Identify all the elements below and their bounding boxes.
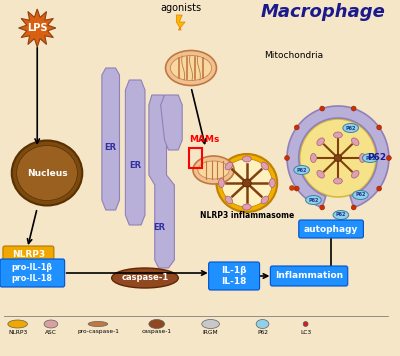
- Ellipse shape: [202, 319, 220, 329]
- Ellipse shape: [334, 132, 342, 138]
- Ellipse shape: [334, 178, 342, 184]
- Text: pro-caspase-1: pro-caspase-1: [77, 330, 119, 335]
- Ellipse shape: [221, 159, 272, 207]
- Ellipse shape: [170, 56, 212, 80]
- Ellipse shape: [320, 106, 325, 111]
- Ellipse shape: [17, 146, 77, 200]
- Ellipse shape: [88, 321, 108, 326]
- Ellipse shape: [198, 161, 229, 179]
- Ellipse shape: [166, 51, 216, 85]
- Polygon shape: [161, 95, 182, 150]
- Polygon shape: [19, 9, 56, 47]
- Text: P62: P62: [365, 156, 376, 161]
- Ellipse shape: [225, 196, 232, 204]
- Ellipse shape: [386, 156, 391, 161]
- Text: caspase-1: caspase-1: [121, 273, 168, 283]
- Ellipse shape: [294, 186, 299, 191]
- Text: NLRP3: NLRP3: [8, 330, 27, 335]
- Ellipse shape: [242, 156, 251, 162]
- Polygon shape: [125, 80, 145, 225]
- Ellipse shape: [218, 178, 224, 188]
- Polygon shape: [176, 15, 185, 30]
- Ellipse shape: [317, 138, 324, 146]
- Ellipse shape: [351, 205, 356, 210]
- Ellipse shape: [333, 210, 349, 220]
- Ellipse shape: [242, 204, 251, 210]
- Polygon shape: [287, 106, 389, 208]
- Text: P62: P62: [368, 153, 387, 162]
- Ellipse shape: [294, 166, 310, 174]
- Ellipse shape: [290, 185, 294, 190]
- Ellipse shape: [216, 154, 277, 212]
- Text: ER: ER: [105, 143, 117, 152]
- FancyBboxPatch shape: [209, 262, 260, 290]
- Ellipse shape: [149, 319, 164, 329]
- Ellipse shape: [360, 153, 365, 162]
- Ellipse shape: [44, 320, 58, 328]
- Text: P62: P62: [336, 213, 346, 218]
- Text: P62: P62: [346, 126, 356, 131]
- Text: LPS: LPS: [27, 23, 48, 33]
- Text: ASC: ASC: [45, 330, 57, 335]
- Ellipse shape: [343, 124, 358, 132]
- Text: NLRP3: NLRP3: [12, 250, 45, 259]
- Polygon shape: [149, 95, 174, 268]
- Ellipse shape: [317, 171, 324, 178]
- Text: ER: ER: [154, 224, 166, 232]
- Ellipse shape: [362, 153, 378, 162]
- Text: LC3: LC3: [300, 330, 311, 335]
- Text: caspase-1: caspase-1: [142, 330, 172, 335]
- Text: P62: P62: [308, 198, 319, 203]
- Text: P62: P62: [257, 330, 268, 335]
- Ellipse shape: [353, 190, 368, 199]
- Text: MAMs: MAMs: [189, 136, 220, 145]
- Text: ER: ER: [129, 161, 141, 169]
- Ellipse shape: [300, 119, 376, 197]
- Ellipse shape: [310, 153, 316, 162]
- Text: Inflammation: Inflammation: [275, 272, 343, 281]
- Ellipse shape: [294, 125, 299, 130]
- Text: P62: P62: [296, 168, 307, 173]
- Ellipse shape: [351, 106, 356, 111]
- Ellipse shape: [377, 186, 382, 191]
- Text: Mitochondria: Mitochondria: [264, 51, 324, 59]
- Ellipse shape: [193, 156, 234, 184]
- Ellipse shape: [303, 321, 308, 326]
- Ellipse shape: [112, 268, 178, 288]
- Ellipse shape: [269, 178, 275, 188]
- Text: Macrophage: Macrophage: [261, 3, 386, 21]
- Bar: [189, 148, 202, 168]
- Text: agonists: agonists: [161, 3, 202, 13]
- Polygon shape: [102, 68, 120, 210]
- Ellipse shape: [256, 319, 269, 329]
- Ellipse shape: [352, 138, 359, 146]
- FancyBboxPatch shape: [3, 246, 54, 263]
- Ellipse shape: [320, 205, 325, 210]
- Ellipse shape: [284, 156, 290, 161]
- Text: pro-IL-1β
pro-IL-18: pro-IL-1β pro-IL-18: [12, 263, 53, 283]
- Ellipse shape: [377, 125, 382, 130]
- Text: IRGM: IRGM: [203, 330, 218, 335]
- Ellipse shape: [352, 171, 359, 178]
- Text: autophagy: autophagy: [304, 225, 358, 234]
- Ellipse shape: [12, 141, 82, 205]
- Ellipse shape: [261, 162, 268, 170]
- Text: IL-1β
IL-18: IL-1β IL-18: [221, 266, 247, 286]
- Ellipse shape: [8, 320, 28, 328]
- Ellipse shape: [306, 195, 321, 204]
- FancyBboxPatch shape: [0, 259, 65, 287]
- Ellipse shape: [334, 155, 342, 162]
- Text: Nucleus: Nucleus: [27, 168, 67, 178]
- Ellipse shape: [261, 196, 268, 204]
- Text: P62: P62: [355, 193, 366, 198]
- Text: NLRP3 inflammasome: NLRP3 inflammasome: [200, 210, 294, 220]
- Ellipse shape: [242, 179, 251, 187]
- FancyBboxPatch shape: [299, 220, 364, 238]
- Ellipse shape: [225, 162, 232, 170]
- FancyBboxPatch shape: [270, 266, 348, 286]
